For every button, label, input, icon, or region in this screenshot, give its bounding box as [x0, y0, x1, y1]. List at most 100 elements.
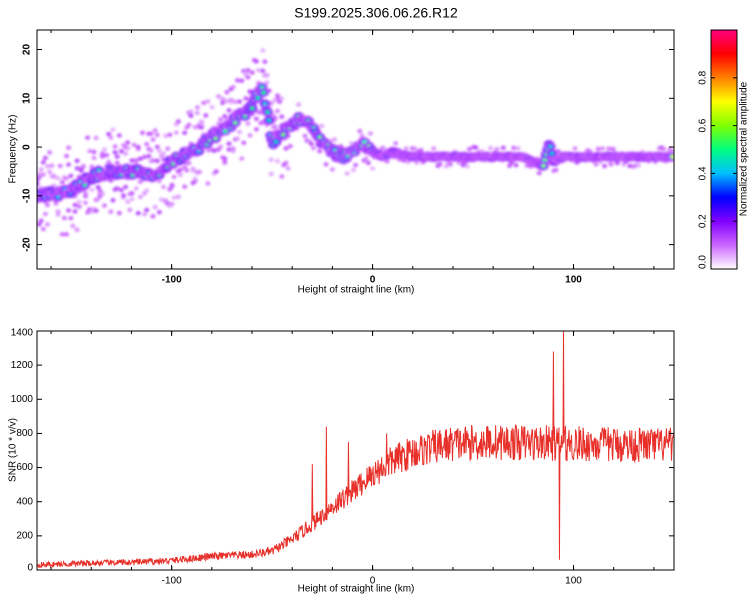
spectrogram-cell	[169, 201, 175, 207]
spectrogram-cell	[72, 202, 78, 208]
spectrogram-cell	[99, 191, 105, 196]
spectrogram-cell	[129, 191, 135, 196]
spectrogram-cell	[226, 141, 232, 146]
spectrogram-cell	[142, 212, 148, 217]
spectrogram-cell	[285, 166, 291, 171]
spectrogram-cell	[40, 160, 46, 165]
spectrogram-cell	[110, 198, 116, 203]
spectrogram-cell	[116, 210, 122, 216]
spectrogram-cell	[253, 59, 259, 64]
spectrogram-cell	[224, 98, 230, 104]
snr-xtick-label: 100	[565, 576, 582, 587]
spectrogram-cell	[239, 156, 245, 161]
spectrogram-cell	[272, 97, 278, 103]
spectrogram-cell	[144, 188, 150, 193]
spectrogram-cell	[253, 127, 259, 132]
spectrogram-cell	[152, 204, 158, 210]
spectrogram-cell	[169, 182, 175, 188]
colorbar: 0.0 0.2 0.4 0.6 0.8 Normalized spectral ampl…	[698, 29, 750, 270]
spectrogram-cell	[133, 186, 139, 191]
spectrogram-cell	[281, 133, 286, 137]
spectrogram-ytick-label: 0	[22, 144, 33, 150]
spectrogram-cell	[359, 133, 365, 138]
spectrogram-ylabel: Frequency (Hz)	[8, 115, 19, 184]
spectrogram-cell	[247, 133, 253, 138]
spectrogram-cell	[287, 144, 293, 149]
snr-ytick-label: 0	[27, 563, 33, 574]
spectrogram-cell	[608, 162, 614, 167]
snr-xlabel: Height of straight line (km)	[298, 584, 415, 595]
snr-ytick-label: 1200	[11, 360, 34, 371]
spectrogram-cell	[118, 149, 124, 154]
spectrogram-cell	[178, 167, 183, 172]
spectrogram-cell	[104, 153, 110, 158]
spectrogram-cell	[156, 210, 162, 215]
spectrogram-cell	[201, 100, 207, 106]
spectrogram-cell	[125, 199, 131, 204]
spectrogram-cell	[464, 164, 470, 169]
spectrogram-cell	[230, 84, 236, 90]
spectrogram-cell	[123, 151, 129, 156]
spectrogram-cell	[93, 208, 99, 213]
spectrogram-cell	[142, 154, 148, 160]
spectrogram-cell	[154, 158, 160, 163]
spectrogram-cell	[182, 130, 188, 135]
spectrogram-cell	[275, 159, 280, 164]
spectrogram-cell	[110, 127, 116, 132]
spectrogram-cell	[279, 96, 285, 101]
spectrogram-cell	[59, 180, 65, 185]
spectrogram-cell	[125, 140, 131, 145]
spectrogram-cell	[137, 179, 143, 184]
spectrogram-cell	[37, 182, 40, 187]
snr-ylabel: SNR (10 * v/v)	[8, 418, 19, 482]
spectrogram-cell	[159, 197, 164, 202]
spectrogram-cell	[228, 97, 234, 103]
spectrogram-cell	[245, 121, 251, 126]
spectrogram-cell	[260, 68, 266, 74]
spectrogram-cell	[250, 106, 255, 110]
spectrogram-cell	[123, 184, 129, 190]
spectrogram-cell	[150, 137, 156, 142]
spectrogram-cell	[260, 48, 266, 53]
spectrogram-cell	[156, 148, 162, 154]
spectrogram-cell	[448, 162, 453, 167]
spectrogram-cell	[184, 168, 190, 173]
snr-ytick-label: 400	[16, 496, 33, 507]
spectrogram-cell	[211, 148, 217, 153]
spectrogram-cell	[627, 163, 633, 169]
spectrogram-cell	[74, 166, 80, 171]
spectrogram-cell	[268, 157, 274, 162]
spectrogram-cell	[249, 70, 255, 75]
spectrogram-cell	[418, 148, 424, 153]
spectrogram-cell	[233, 121, 238, 125]
spectrogram-cell	[99, 154, 105, 159]
spectrogram-cell	[66, 145, 72, 150]
spectrogram-cell	[199, 121, 205, 126]
spectrogram-cell	[167, 132, 173, 137]
spectrogram-cell	[76, 204, 82, 209]
spectrogram-cell	[137, 194, 143, 200]
spectrogram-cell	[114, 154, 120, 159]
spectrogram-cell	[203, 113, 209, 118]
snr-frame	[36, 330, 675, 571]
spectrogram-cell	[234, 78, 240, 83]
spectrogram-cell	[507, 163, 513, 168]
spectrogram-cell	[593, 162, 599, 167]
spectrogram-cell	[222, 156, 228, 161]
spectrogram-xtick-label: 100	[565, 275, 582, 286]
spectrogram-cell	[232, 99, 238, 105]
spectrogram-cell	[268, 171, 274, 177]
colorbar-label: Normalized spectral amplitude	[739, 81, 750, 216]
colorbar-gradient	[711, 30, 737, 269]
spectrogram-cell	[265, 110, 270, 114]
spectrogram-cell	[275, 108, 280, 114]
spectrogram-cell	[239, 78, 245, 84]
spectrogram-cell	[266, 118, 272, 122]
spectrogram-cell	[148, 131, 154, 136]
colorbar-tick-label: 0.2	[698, 214, 709, 228]
spectrogram-cell	[310, 146, 316, 151]
